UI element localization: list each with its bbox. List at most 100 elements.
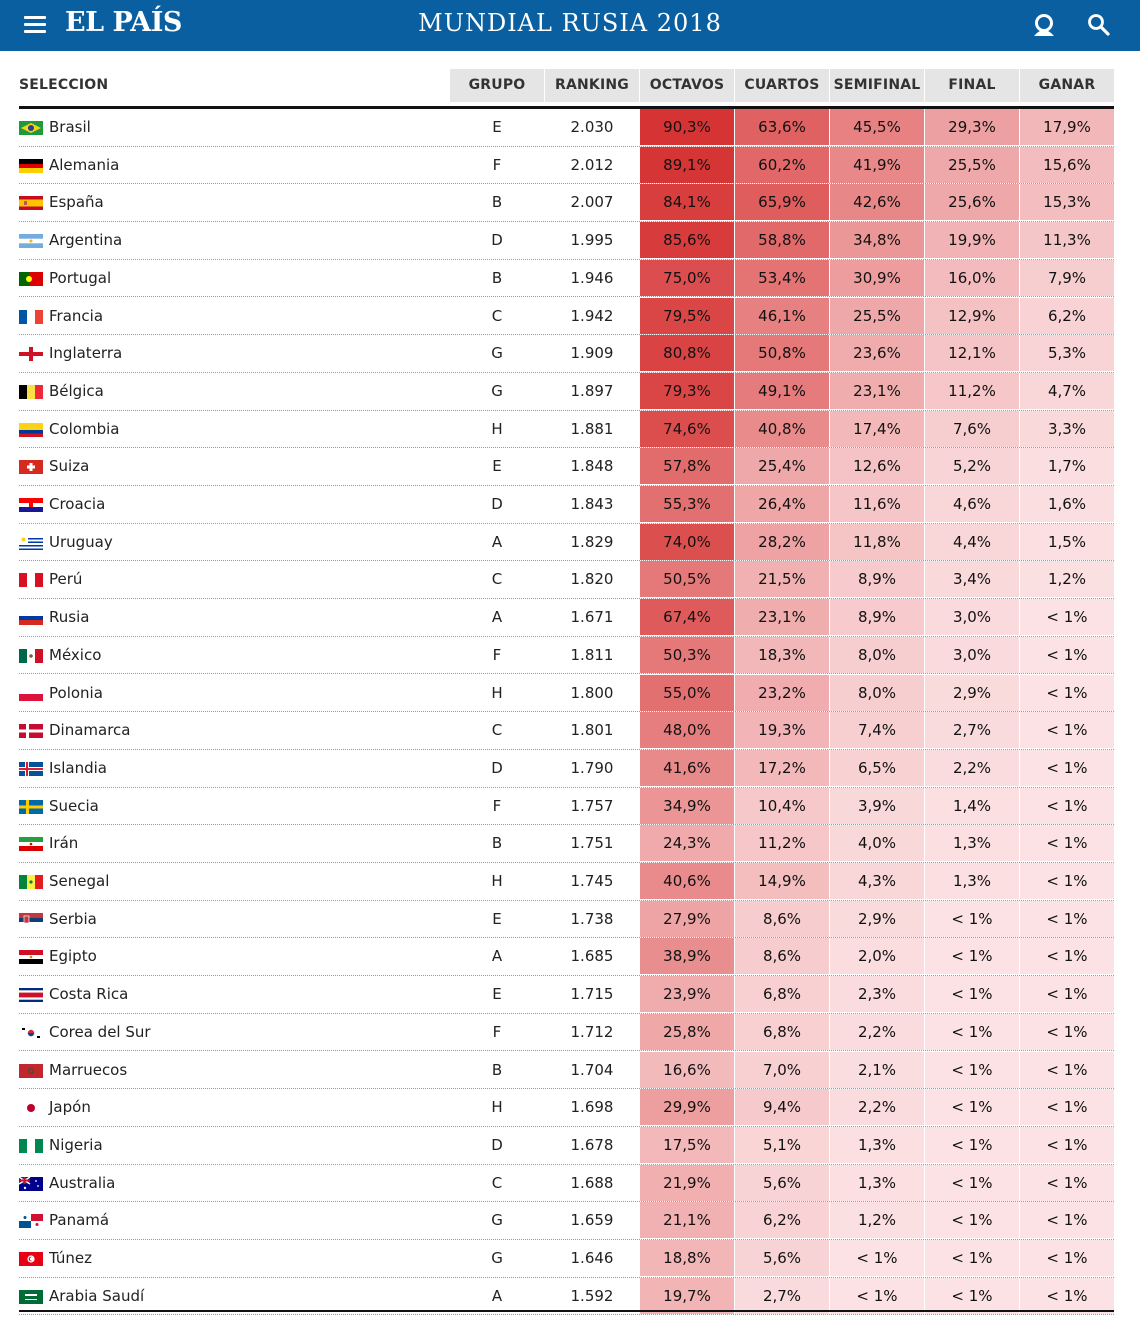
cell-group: E	[492, 985, 502, 1004]
flag-mx-icon	[19, 648, 43, 663]
cell-ganar: < 1%	[1020, 1126, 1114, 1163]
cell-semifinal: 34,8%	[830, 222, 924, 259]
flag-pl-icon	[19, 686, 43, 701]
cell-ranking: 1.881	[570, 419, 614, 438]
cell-final: < 1%	[925, 1126, 1019, 1163]
cell-octavos: 27,9%	[640, 900, 734, 937]
cell-cuartos: 26,4%	[735, 486, 829, 522]
cell-final: < 1%	[925, 900, 1019, 937]
cell-ranking: 2.012	[570, 155, 614, 174]
cell-group: D	[491, 495, 503, 513]
cell-ranking: 1.678	[570, 1135, 614, 1154]
cell-octavos: 23,9%	[640, 976, 734, 1013]
cell-semifinal: 2,2%	[830, 1013, 924, 1050]
cell-cuartos: 40,8%	[735, 410, 829, 447]
cell-ganar: < 1%	[1020, 712, 1114, 749]
cell-ganar: < 1%	[1020, 1202, 1114, 1239]
table-row: Colombia H 1.881 74,6% 40,8% 17,4% 7,6% 3,3%	[19, 410, 1114, 449]
flag-de-icon	[19, 158, 43, 173]
table-row: Túnez G 1.646 18,8% 5,6% < 1% < 1% < 1%	[19, 1240, 1114, 1278]
flag-tn-icon	[19, 1252, 43, 1266]
cell-semifinal: 2,9%	[830, 900, 924, 937]
cell-cuartos: 6,8%	[735, 1013, 829, 1050]
cell-ganar: < 1%	[1020, 1277, 1114, 1314]
cell-octavos: 21,9%	[640, 1164, 734, 1201]
cell-semifinal: 11,8%	[830, 523, 924, 560]
cell-final: 1,4%	[925, 787, 1019, 824]
cell-group: F	[492, 796, 502, 815]
cell-octavos: 85,6%	[640, 222, 734, 259]
cell-semifinal: 7,4%	[830, 712, 924, 749]
hamburger-menu-icon[interactable]	[24, 16, 46, 34]
flag-au-icon	[19, 1176, 43, 1191]
cell-octavos: 38,9%	[640, 938, 734, 975]
cell-octavos: 29,9%	[640, 1089, 734, 1126]
cell-ranking: 1.715	[570, 985, 614, 1004]
cell-semifinal: 12,6%	[830, 448, 924, 485]
team-name: Colombia	[49, 419, 120, 438]
team-name: Dinamarca	[49, 721, 131, 740]
cell-octavos: 79,5%	[640, 297, 734, 334]
search-icon[interactable]	[1086, 12, 1112, 38]
cell-ganar: < 1%	[1020, 1089, 1114, 1126]
cell-final: < 1%	[925, 938, 1019, 975]
cell-final: 7,6%	[925, 410, 1019, 447]
cell-group: E	[492, 118, 502, 136]
page-title: MUNDIAL RUSIA 2018	[418, 9, 722, 37]
cell-octavos: 16,6%	[640, 1051, 734, 1088]
flag-ar-icon	[19, 234, 43, 249]
cell-final: 11,2%	[925, 372, 1019, 409]
cell-ranking: 1.659	[570, 1211, 614, 1230]
cell-semifinal: 23,1%	[830, 372, 924, 409]
cell-cuartos: 8,6%	[735, 938, 829, 975]
cell-ganar: 17,9%	[1020, 109, 1114, 145]
cell-final: < 1%	[925, 1013, 1019, 1050]
cell-final: 2,2%	[925, 749, 1019, 786]
cell-ranking: 1.942	[570, 306, 614, 325]
team-name: España	[49, 193, 104, 212]
cell-ranking: 1.811	[570, 645, 614, 664]
flag-sa-icon	[19, 1289, 43, 1304]
table-row: Croacia D 1.843 55,3% 26,4% 11,6% 4,6% 1,6%	[19, 486, 1114, 524]
cell-ganar: 15,6%	[1020, 146, 1114, 183]
team-name: Serbia	[49, 909, 97, 928]
cell-ranking: 1.829	[570, 532, 614, 551]
table-header: SELECCION GRUPO RANKING OCTAVOS CUARTOS …	[19, 69, 1114, 109]
cell-cuartos: 5,1%	[735, 1126, 829, 1163]
cell-group: H	[491, 1098, 503, 1117]
cell-cuartos: 9,4%	[735, 1089, 829, 1126]
cell-final: 2,7%	[925, 712, 1019, 749]
cell-ranking: 1.646	[570, 1249, 614, 1267]
flag-uy-icon	[19, 535, 43, 550]
col-header-ranking: RANKING	[545, 69, 639, 102]
cell-ranking: 1.685	[570, 947, 614, 966]
cell-group: H	[491, 683, 503, 702]
cell-cuartos: 65,9%	[735, 184, 829, 221]
cell-ganar: < 1%	[1020, 1240, 1114, 1276]
cell-octavos: 57,8%	[640, 448, 734, 485]
cell-ranking: 1.995	[570, 231, 614, 250]
site-logo[interactable]: EL PAÍS	[65, 7, 182, 38]
cell-group: A	[491, 947, 503, 966]
cell-semifinal: 45,5%	[830, 109, 924, 145]
cell-final: < 1%	[925, 1051, 1019, 1088]
cell-octavos: 55,3%	[640, 486, 734, 522]
cell-cuartos: 6,2%	[735, 1202, 829, 1239]
flag-ru-icon	[19, 611, 43, 626]
flag-ch-icon	[19, 460, 43, 475]
col-header-seleccion: SELECCION	[19, 77, 109, 93]
cell-semifinal: < 1%	[830, 1277, 924, 1314]
cell-ranking: 1.820	[570, 570, 614, 589]
cell-ganar: 11,3%	[1020, 222, 1114, 259]
col-header-cuartos: CUARTOS	[735, 69, 829, 102]
table-row: Dinamarca C 1.801 48,0% 19,3% 7,4% 2,7% < 1%	[19, 712, 1114, 750]
cell-cuartos: 25,4%	[735, 448, 829, 485]
user-icon[interactable]	[1031, 12, 1057, 38]
cell-ranking: 1.801	[570, 721, 614, 740]
table-row: Rusia A 1.671 67,4% 23,1% 8,9% 3,0% < 1%	[19, 599, 1114, 637]
cell-octavos: 90,3%	[640, 109, 734, 145]
cell-octavos: 74,6%	[640, 410, 734, 447]
flag-pa-icon	[19, 1214, 43, 1229]
flag-ir-icon	[19, 837, 43, 852]
flag-pt-icon	[19, 271, 43, 286]
